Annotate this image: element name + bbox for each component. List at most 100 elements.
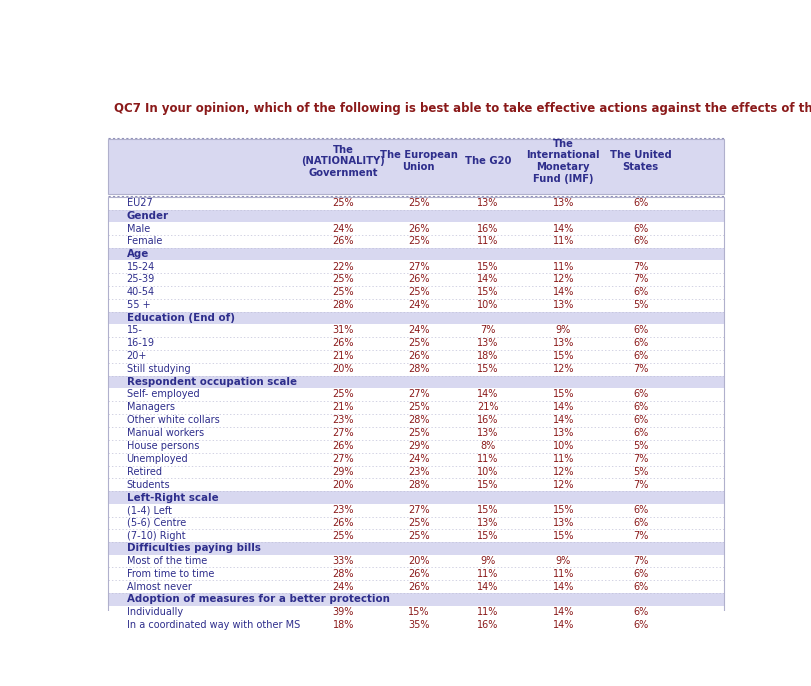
Text: 15%: 15% [552, 390, 574, 399]
Text: 9%: 9% [556, 325, 571, 335]
Text: 15-: 15- [127, 325, 143, 335]
Text: 23%: 23% [333, 415, 354, 425]
Text: 20%: 20% [408, 556, 430, 566]
Bar [108, 312, 723, 324]
Text: 25%: 25% [408, 338, 430, 348]
Text: 25%: 25% [333, 274, 354, 285]
Bar [108, 248, 723, 260]
Text: 6%: 6% [633, 402, 648, 412]
Text: 29%: 29% [333, 467, 354, 477]
Text: 14%: 14% [552, 402, 574, 412]
Text: 11%: 11% [477, 569, 499, 579]
Text: 6%: 6% [633, 428, 648, 438]
Text: 26%: 26% [408, 274, 430, 285]
Text: 55 +: 55 + [127, 300, 150, 310]
Text: 6%: 6% [633, 198, 648, 209]
Text: 14%: 14% [552, 415, 574, 425]
Text: 8%: 8% [480, 441, 496, 451]
Text: 15%: 15% [552, 505, 574, 515]
Text: 27%: 27% [408, 261, 430, 272]
Text: The G20: The G20 [465, 156, 511, 166]
Text: 28%: 28% [408, 480, 430, 490]
Bar [108, 139, 723, 194]
Text: 15%: 15% [552, 531, 574, 541]
Text: 28%: 28% [408, 364, 430, 375]
Text: 23%: 23% [333, 505, 354, 515]
Text: 12%: 12% [552, 274, 574, 285]
Text: (1-4) Left: (1-4) Left [127, 505, 171, 515]
Text: 13%: 13% [552, 300, 574, 310]
Text: 23%: 23% [408, 467, 430, 477]
Text: 27%: 27% [408, 390, 430, 399]
Text: 20%: 20% [333, 364, 354, 375]
Text: 14%: 14% [552, 607, 574, 617]
Text: (5-6) Centre: (5-6) Centre [127, 518, 186, 528]
Text: 27%: 27% [333, 454, 354, 464]
Text: 15%: 15% [477, 364, 499, 375]
Text: 21%: 21% [333, 351, 354, 362]
Text: 33%: 33% [333, 556, 354, 566]
Text: 25%: 25% [408, 287, 430, 298]
Text: 13%: 13% [477, 338, 499, 348]
Text: 7%: 7% [480, 325, 496, 335]
Text: In a coordinated way with other MS: In a coordinated way with other MS [127, 620, 300, 630]
Text: 15%: 15% [477, 261, 499, 272]
Text: 25%: 25% [408, 198, 430, 209]
Text: From time to time: From time to time [127, 569, 214, 579]
Text: 7%: 7% [633, 480, 648, 490]
Text: 26%: 26% [333, 237, 354, 246]
Text: 11%: 11% [552, 237, 574, 246]
Text: 27%: 27% [333, 428, 354, 438]
Text: 11%: 11% [552, 454, 574, 464]
Text: 15-24: 15-24 [127, 261, 155, 272]
Text: 11%: 11% [552, 569, 574, 579]
Text: 10%: 10% [477, 467, 499, 477]
Text: 5%: 5% [633, 441, 648, 451]
Text: 26%: 26% [408, 582, 430, 592]
Text: Almost never: Almost never [127, 582, 191, 592]
Text: Left-Right scale: Left-Right scale [127, 493, 218, 503]
Text: 6%: 6% [633, 224, 648, 233]
Text: 35%: 35% [408, 620, 430, 630]
Text: 40-54: 40-54 [127, 287, 155, 298]
Text: Adoption of measures for a better protection: Adoption of measures for a better protec… [127, 595, 389, 604]
Text: 13%: 13% [552, 198, 574, 209]
Text: 25%: 25% [408, 518, 430, 528]
Text: 6%: 6% [633, 582, 648, 592]
Text: 15%: 15% [477, 505, 499, 515]
Text: 6%: 6% [633, 518, 648, 528]
Text: 14%: 14% [552, 620, 574, 630]
Text: Individually: Individually [127, 607, 182, 617]
Text: 18%: 18% [477, 351, 499, 362]
Text: 26%: 26% [408, 351, 430, 362]
Text: 16%: 16% [477, 415, 499, 425]
Text: 16%: 16% [477, 620, 499, 630]
Text: 6%: 6% [633, 415, 648, 425]
Text: 24%: 24% [408, 454, 430, 464]
Text: 11%: 11% [477, 607, 499, 617]
Text: 15%: 15% [552, 351, 574, 362]
Text: 20+: 20+ [127, 351, 147, 362]
Text: 6%: 6% [633, 287, 648, 298]
Text: 15%: 15% [477, 287, 499, 298]
Text: 24%: 24% [408, 300, 430, 310]
Text: Students: Students [127, 480, 170, 490]
Text: (7-10) Right: (7-10) Right [127, 531, 185, 541]
Text: 5%: 5% [633, 300, 648, 310]
Text: Age: Age [127, 249, 148, 259]
Text: 14%: 14% [477, 582, 499, 592]
Text: 13%: 13% [477, 518, 499, 528]
Text: 7%: 7% [633, 364, 648, 375]
Text: 6%: 6% [633, 620, 648, 630]
Text: 28%: 28% [333, 569, 354, 579]
Text: 25%: 25% [333, 531, 354, 541]
Text: Most of the time: Most of the time [127, 556, 207, 566]
Text: The
International
Monetary
Fund (IMF): The International Monetary Fund (IMF) [526, 139, 600, 184]
Text: 9%: 9% [556, 556, 571, 566]
Text: 25%: 25% [408, 428, 430, 438]
Bar [108, 210, 723, 222]
Text: 15%: 15% [408, 607, 430, 617]
Text: Retired: Retired [127, 467, 161, 477]
Text: 12%: 12% [552, 480, 574, 490]
Text: 26%: 26% [408, 224, 430, 233]
